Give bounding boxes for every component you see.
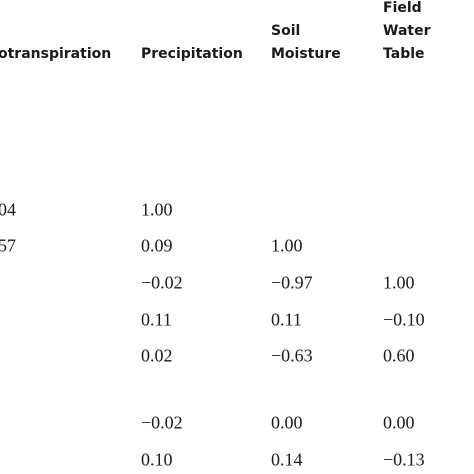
table-cell: 0.09 bbox=[141, 235, 173, 256]
table-cell: 0.11 bbox=[141, 309, 172, 330]
column-header: Soil bbox=[271, 23, 301, 39]
table-cell: 57 bbox=[0, 235, 16, 256]
column-header: Table bbox=[383, 46, 425, 62]
table-cell: 1.00 bbox=[141, 199, 173, 220]
table-cell: −0.10 bbox=[383, 309, 425, 330]
table-cell: −0.02 bbox=[141, 412, 183, 433]
table-cell: −0.02 bbox=[141, 272, 183, 293]
table-cell: 0.11 bbox=[271, 309, 302, 330]
table-cell: −0.13 bbox=[383, 449, 425, 470]
table-cell: −0.63 bbox=[271, 345, 313, 366]
column-header: Water bbox=[383, 23, 431, 39]
column-header: Moisture bbox=[271, 46, 341, 62]
table-cell: 0.02 bbox=[141, 345, 173, 366]
column-header: Field bbox=[383, 0, 422, 16]
table-cell: 0.10 bbox=[141, 449, 173, 470]
table-cell: 04 bbox=[0, 199, 16, 220]
table-cell: 0.00 bbox=[383, 412, 415, 433]
table-cell: 0.00 bbox=[271, 412, 303, 433]
table-cell: 0.14 bbox=[271, 449, 303, 470]
table-cell: 1.00 bbox=[383, 272, 415, 293]
table-cell: 1.00 bbox=[271, 235, 303, 256]
column-header: Precipitation bbox=[141, 46, 243, 62]
column-header: otranspiration bbox=[0, 46, 112, 62]
table-cell: −0.97 bbox=[271, 272, 313, 293]
table-cell: 0.60 bbox=[383, 345, 415, 366]
